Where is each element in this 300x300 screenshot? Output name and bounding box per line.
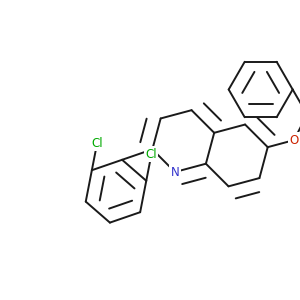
Text: N: N (171, 166, 179, 178)
Text: O: O (290, 134, 298, 147)
Text: Cl: Cl (146, 148, 157, 160)
Text: Cl: Cl (91, 137, 103, 150)
